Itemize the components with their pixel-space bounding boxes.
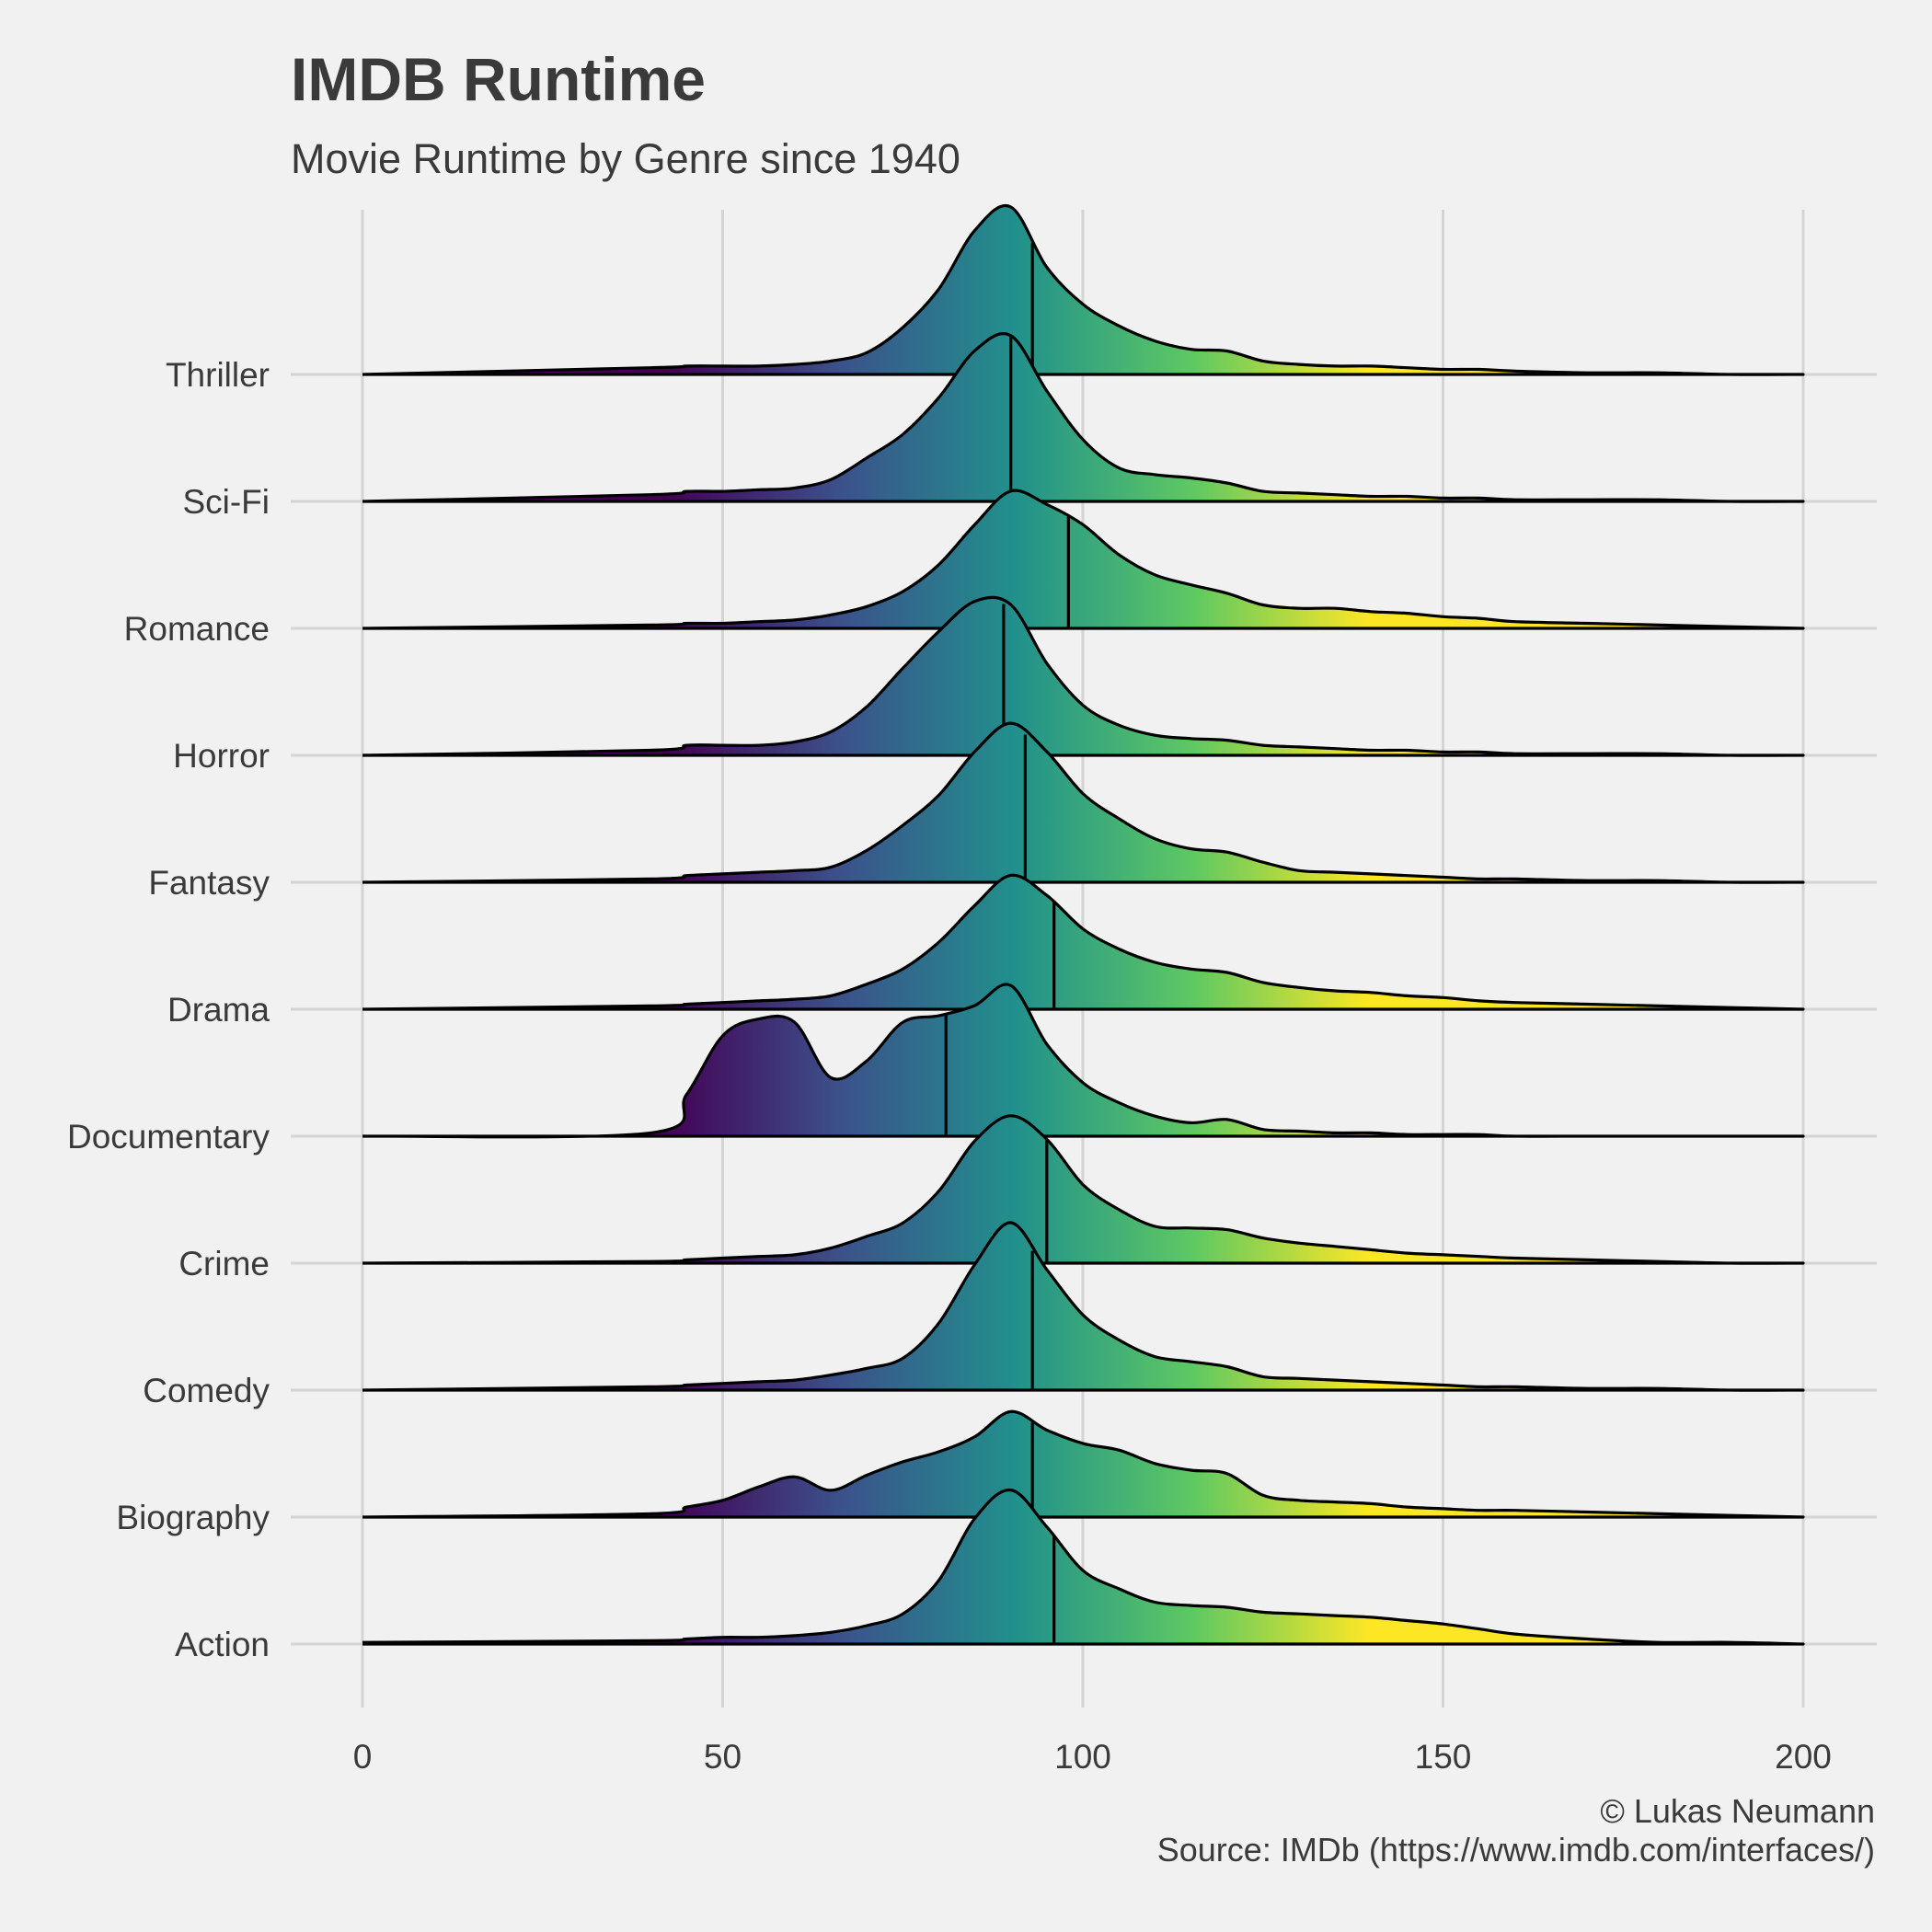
x-tick-label: 50 [704,1738,742,1776]
caption-source: Source: IMDb (https://www.imdb.com/inter… [1156,1831,1875,1869]
ridge-action [362,1488,1805,1646]
genre-label: Biography [116,1499,270,1536]
density-area [362,333,1803,502]
density-area [362,205,1803,375]
genre-label: Thriller [166,356,270,394]
density-outline [362,595,1805,757]
density-outline [362,873,1805,1011]
genre-label: Comedy [143,1372,270,1409]
density-outline [362,721,1805,884]
ridge-documentary [362,983,1805,1139]
genre-label: Fantasy [148,864,270,902]
x-axis-ticks: 0 50 100 150 200 [353,1738,1832,1776]
genre-label: Action [175,1626,270,1663]
density-area [362,1411,1803,1517]
density-outline [362,332,1805,503]
density-outline [362,489,1805,630]
ridge-romance [362,489,1805,630]
x-tick-label: 150 [1415,1738,1472,1776]
density-area [362,1115,1803,1264]
caption-author: © Lukas Neumann [1600,1792,1875,1830]
density-area [362,875,1803,1009]
density-outline [362,1409,1805,1519]
density-area [362,1222,1803,1391]
x-tick-label: 100 [1054,1738,1111,1776]
density-area [362,1489,1803,1644]
ridge-thriller [362,203,1805,376]
ridge-fantasy [362,721,1805,884]
density-area [362,490,1803,628]
density-area [362,983,1803,1137]
density-outline [362,983,1805,1139]
ridge-drama [362,873,1805,1011]
ridges [362,203,1805,1646]
genre-label: Horror [173,737,270,775]
caption: © Lukas Neumann Source: IMDb (https://ww… [1157,1792,1875,1869]
density-outline [362,1221,1805,1392]
density-outline [362,203,1805,376]
density-area [362,597,1803,756]
genre-label: Crime [178,1245,270,1282]
ridge-biography [362,1409,1805,1519]
x-tick-label: 200 [1775,1738,1832,1776]
density-outline [362,1488,1805,1646]
ridge-scifi [362,332,1805,503]
genre-label: Drama [167,991,270,1029]
density-outline [362,1114,1805,1265]
ridge-comedy [362,1221,1805,1392]
genre-labels: Action Biography Comedy Crime Documentary Dra… [67,356,270,1663]
chart-title: IMDB Runtime [291,45,706,113]
genre-label: Romance [124,610,270,648]
density-area [362,723,1803,883]
chart-subtitle: Movie Runtime by Genre since 1940 [291,135,960,182]
x-tick-label: 0 [353,1738,373,1776]
genre-label: Documentary [67,1118,270,1156]
genre-label: Sci-Fi [182,483,270,521]
ridge-crime [362,1114,1805,1265]
